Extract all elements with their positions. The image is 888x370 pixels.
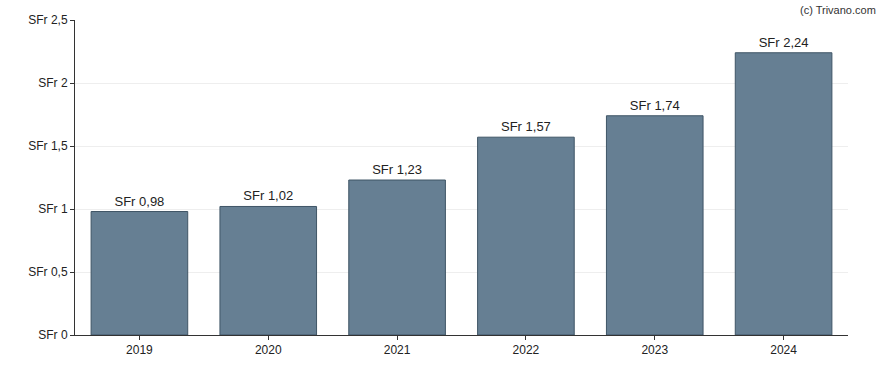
svg-text:SFr 1,02: SFr 1,02 <box>243 188 293 203</box>
svg-text:SFr 0: SFr 0 <box>38 328 68 342</box>
svg-text:2022: 2022 <box>513 343 540 357</box>
svg-text:SFr 1,5: SFr 1,5 <box>28 139 68 153</box>
svg-text:SFr 1,23: SFr 1,23 <box>372 162 422 177</box>
svg-text:2024: 2024 <box>770 343 797 357</box>
svg-text:2019: 2019 <box>126 343 153 357</box>
svg-text:SFr 2,5: SFr 2,5 <box>28 13 68 27</box>
svg-text:2020: 2020 <box>255 343 282 357</box>
svg-text:SFr 2: SFr 2 <box>38 76 68 90</box>
svg-text:SFr 1,57: SFr 1,57 <box>501 119 551 134</box>
svg-text:SFr 2,24: SFr 2,24 <box>759 35 809 50</box>
svg-text:SFr 1: SFr 1 <box>38 202 68 216</box>
svg-text:2023: 2023 <box>641 343 668 357</box>
svg-text:2021: 2021 <box>384 343 411 357</box>
svg-text:(c) Trivano.com: (c) Trivano.com <box>800 4 876 16</box>
svg-text:SFr 1,74: SFr 1,74 <box>630 98 680 113</box>
svg-text:SFr 0,5: SFr 0,5 <box>28 265 68 279</box>
svg-text:SFr 0,98: SFr 0,98 <box>114 194 164 209</box>
